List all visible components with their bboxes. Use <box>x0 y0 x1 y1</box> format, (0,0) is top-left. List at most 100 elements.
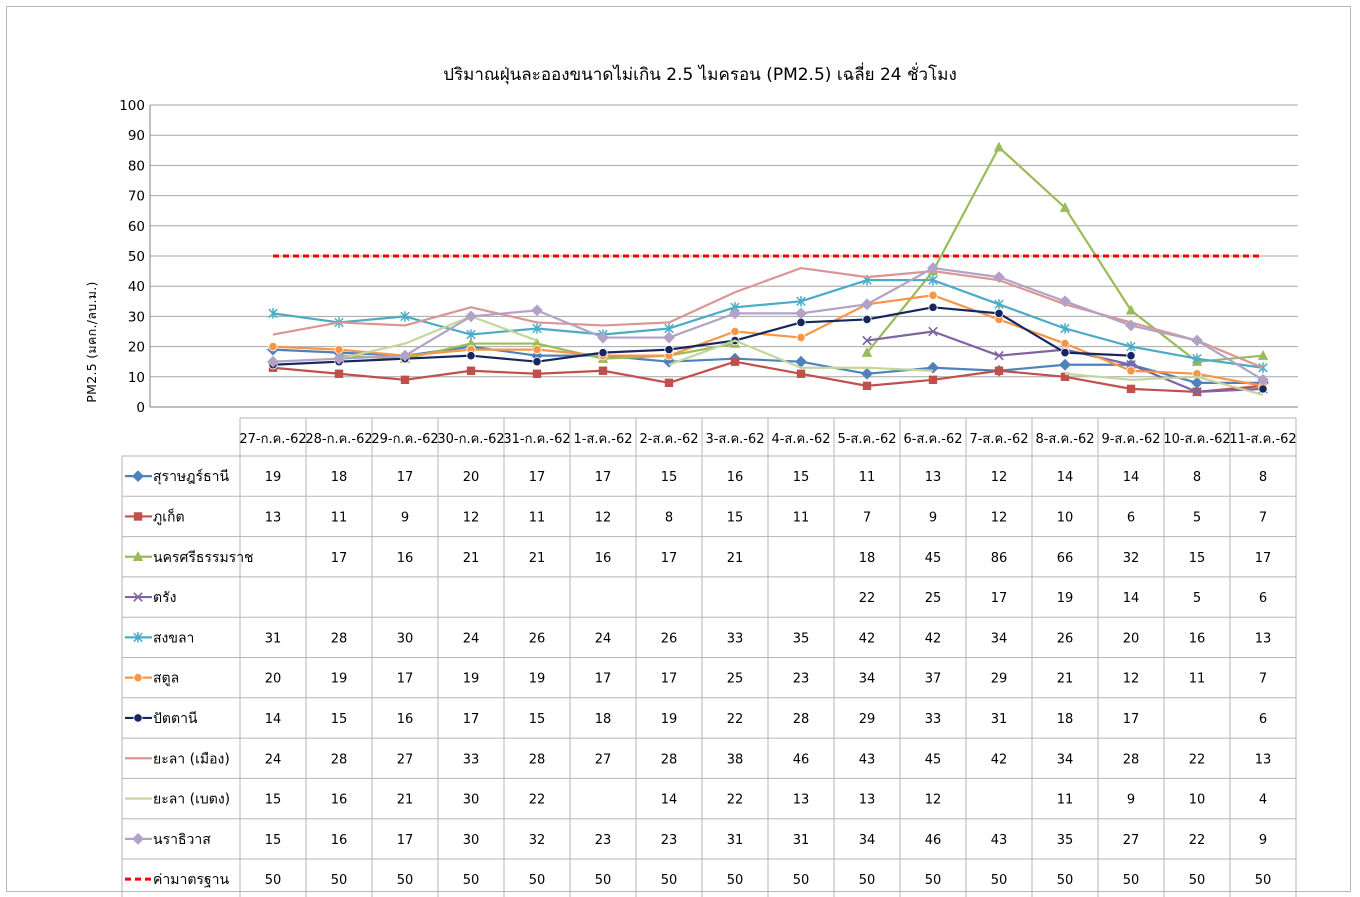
data-label: 25 <box>727 672 744 687</box>
series-name-label: นครศรีธรรมราช <box>153 550 254 566</box>
x-category-label: 5-ส.ค.-62 <box>837 432 896 447</box>
data-label: 18 <box>1057 712 1074 727</box>
data-label: 17 <box>595 470 612 485</box>
data-label: 38 <box>727 752 744 767</box>
data-point <box>133 512 143 521</box>
data-label: 18 <box>859 551 876 566</box>
data-label: 15 <box>265 793 282 808</box>
data-label: 35 <box>793 631 810 646</box>
data-label: 17 <box>397 833 414 848</box>
data-label: 17 <box>661 672 678 687</box>
data-label: 20 <box>463 470 480 485</box>
data-label: 19 <box>1057 591 1074 606</box>
data-point <box>532 323 542 334</box>
data-label: 50 <box>1255 873 1272 888</box>
data-label: 31 <box>265 631 282 646</box>
data-label: 22 <box>529 793 546 808</box>
x-category-label: 9-ส.ค.-62 <box>1101 432 1160 447</box>
data-point <box>400 375 410 385</box>
data-label: 26 <box>529 631 546 646</box>
data-point <box>862 335 872 346</box>
data-label: 11 <box>1057 793 1074 808</box>
x-category-label: 11-ส.ค.-62 <box>1229 432 1296 447</box>
data-label: 17 <box>397 470 414 485</box>
data-point <box>466 351 476 361</box>
y-tick-label: 70 <box>128 189 145 205</box>
legend-key <box>125 592 152 602</box>
data-point <box>1060 372 1070 381</box>
data-label: 6 <box>1127 510 1135 525</box>
data-point <box>1059 295 1071 308</box>
data-point <box>1192 387 1202 397</box>
data-label: 9 <box>929 510 937 525</box>
data-label: 5 <box>1193 510 1201 525</box>
data-label: 17 <box>529 470 546 485</box>
data-point <box>399 349 411 362</box>
y-tick-label: 40 <box>128 279 145 295</box>
data-label: 22 <box>727 712 744 727</box>
data-label: 16 <box>397 551 414 566</box>
data-point <box>862 314 872 325</box>
data-label: 24 <box>265 752 282 767</box>
data-label: 7 <box>1259 672 1267 687</box>
data-point <box>928 290 938 300</box>
data-point <box>994 299 1004 310</box>
series-name-label: สุราษฎร์ธานี <box>153 468 229 485</box>
data-point <box>1060 338 1070 349</box>
data-label: 4 <box>1259 793 1267 808</box>
data-label: 20 <box>1123 631 1140 646</box>
data-label: 45 <box>925 551 942 566</box>
data-label: 11 <box>793 510 810 525</box>
x-category-label: 3-ส.ค.-62 <box>705 432 764 447</box>
data-label: 15 <box>727 510 744 525</box>
data-point <box>928 274 938 286</box>
data-label: 50 <box>925 873 942 888</box>
data-label: 18 <box>595 712 612 727</box>
data-label: 9 <box>1127 793 1135 808</box>
y-tick-label: 50 <box>128 249 145 265</box>
data-label: 28 <box>529 752 546 767</box>
data-point <box>1191 376 1203 389</box>
series-line <box>272 279 1264 369</box>
x-category-label: 31-ก.ค.-62 <box>503 432 570 447</box>
y-tick-label: 100 <box>119 98 145 114</box>
data-label: 32 <box>529 833 546 848</box>
data-label: 20 <box>265 672 282 687</box>
series-name-label: นราธิวาส <box>153 832 211 848</box>
data-label: 17 <box>463 712 480 727</box>
data-label: 26 <box>661 631 678 646</box>
y-tick-label: 90 <box>128 128 145 144</box>
series-name-label: ยะลา (เมือง) <box>153 751 230 767</box>
data-label: 50 <box>331 873 348 888</box>
data-label: 42 <box>925 631 942 646</box>
x-category-label: 7-ส.ค.-62 <box>969 432 1028 447</box>
data-point <box>268 341 278 352</box>
data-label: 30 <box>397 631 414 646</box>
x-category-label: 4-ส.ค.-62 <box>771 432 830 447</box>
data-label: 50 <box>1189 873 1206 888</box>
data-label: 31 <box>991 712 1008 727</box>
data-label: 6 <box>1259 591 1267 606</box>
data-point <box>1192 353 1202 364</box>
data-label: 5 <box>1193 591 1201 606</box>
data-label: 17 <box>1123 712 1140 727</box>
data-label: 15 <box>331 712 348 727</box>
data-label: 8 <box>665 510 673 525</box>
data-label: 9 <box>401 510 409 525</box>
data-label: 34 <box>991 631 1008 646</box>
y-tick-label: 20 <box>128 340 145 356</box>
data-label: 43 <box>859 752 876 767</box>
data-point <box>993 271 1005 284</box>
data-label: 14 <box>1123 470 1140 485</box>
data-label: 12 <box>925 793 942 808</box>
data-point <box>133 592 143 602</box>
data-label: 31 <box>793 833 810 848</box>
data-label: 6 <box>1259 712 1267 727</box>
data-label: 50 <box>265 873 282 888</box>
data-label: 21 <box>529 551 546 566</box>
data-label: 28 <box>793 712 810 727</box>
data-point <box>928 302 938 312</box>
series-นราธิวาส <box>267 262 1269 386</box>
data-point <box>664 345 674 355</box>
data-label: 29 <box>991 672 1008 687</box>
